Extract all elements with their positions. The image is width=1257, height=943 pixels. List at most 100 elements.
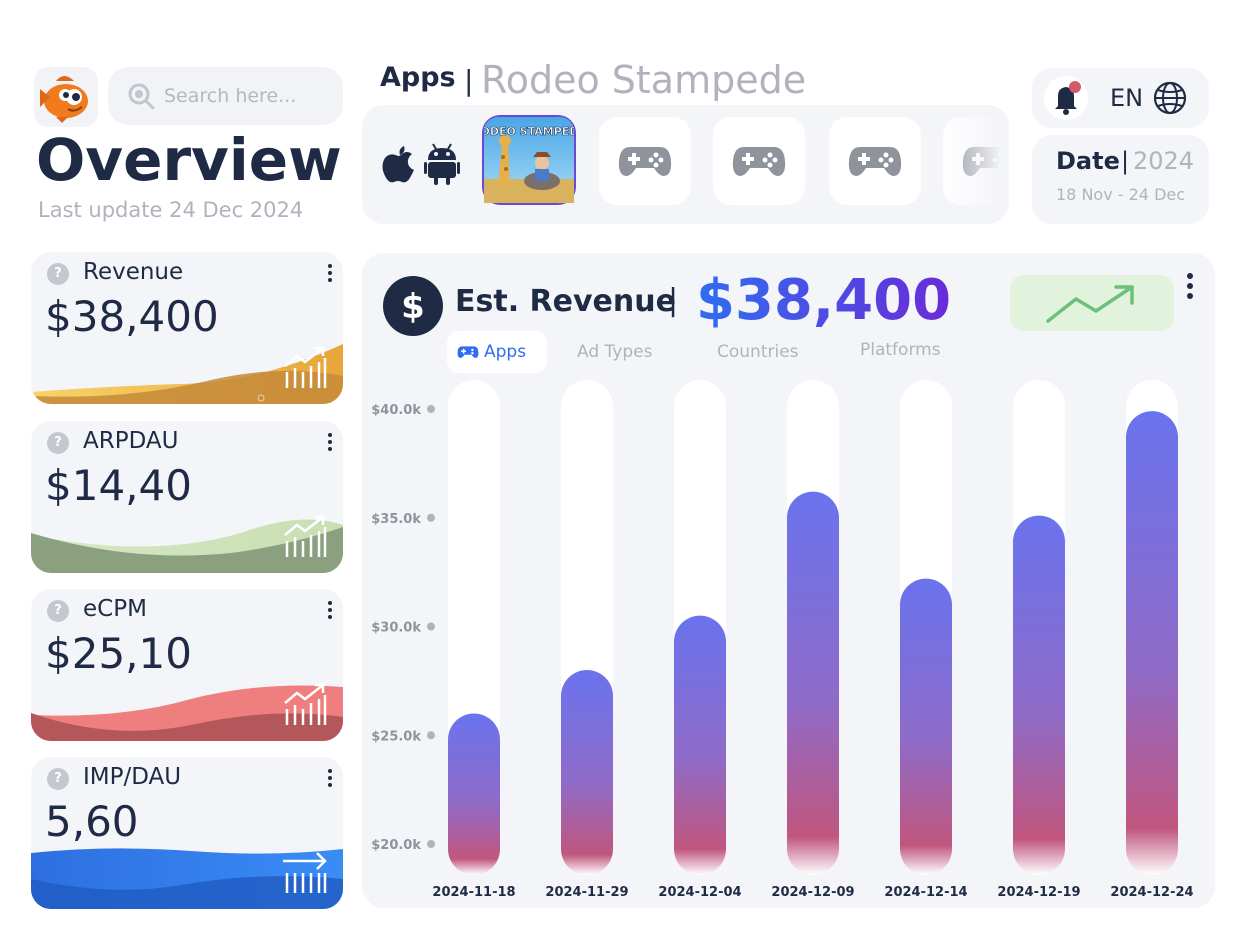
gamepad-icon [848, 147, 902, 176]
android-icon[interactable] [424, 142, 460, 186]
metric-label: ARPDAU [83, 428, 179, 454]
gamepad-icon [618, 147, 672, 176]
metric-label: IMP/DAU [83, 764, 182, 790]
help-icon[interactable]: ? [47, 768, 69, 790]
date-label: Date [1056, 147, 1120, 175]
app-tile-2[interactable] [599, 117, 691, 205]
y-tick-dot [427, 513, 435, 522]
y-tick-label: $30.0k [371, 621, 421, 636]
revenue-value: $38,400 [696, 268, 952, 333]
bar-2024-12-24[interactable] [1126, 411, 1178, 875]
tab-label: Ad Types [577, 342, 653, 362]
gamepad-icon [457, 346, 479, 358]
tab-countries[interactable]: Countries [717, 331, 799, 373]
search-icon [128, 83, 155, 110]
svg-text:$: $ [401, 287, 425, 327]
selected-app-name: Rodeo Stampede [481, 58, 807, 102]
metric-value: $38,400 [45, 292, 219, 341]
metric-value: $14,40 [45, 461, 192, 510]
tab-label: Countries [717, 342, 799, 362]
globe-icon[interactable] [1152, 80, 1188, 116]
kebab-menu-icon[interactable] [327, 431, 333, 453]
page-title: Overview [36, 126, 342, 194]
metric-card-imp-dau[interactable]: ? IMP/DAU 5,60 [31, 757, 343, 909]
apps-label: Apps [380, 62, 456, 93]
metric-card-ecpm[interactable]: ? eCPM $25,10 [31, 589, 343, 741]
y-tick-label: $35.0k [371, 512, 421, 527]
tab-platforms[interactable]: Platforms [860, 329, 941, 371]
app-tile-3[interactable] [713, 117, 805, 205]
y-tick-label: $20.0k [371, 838, 421, 853]
trending-up-icon [1046, 285, 1134, 323]
x-tick-label: 2024-12-24 [1110, 885, 1193, 900]
app-tile-4[interactable] [829, 117, 921, 205]
x-tick-label: 2024-12-19 [997, 885, 1080, 900]
date-year: 2024 [1133, 147, 1195, 175]
strip-fade-overlay [939, 105, 1009, 224]
metric-card-revenue[interactable]: ? Revenue $38,400 [31, 252, 343, 404]
dollar-icon: $ [383, 276, 443, 336]
last-update-text: Last update 24 Dec 2024 [38, 198, 304, 222]
kebab-menu-icon[interactable] [327, 599, 333, 621]
gamepad-icon [732, 147, 786, 176]
y-tick-label: $40.0k [371, 403, 421, 418]
y-tick-label: $25.0k [371, 729, 421, 744]
tab-label: Apps [484, 342, 527, 362]
help-icon[interactable]: ? [47, 263, 69, 285]
x-tick-label: 2024-12-09 [771, 885, 854, 900]
bar-2024-12-19[interactable] [1013, 515, 1065, 875]
bar-2024-12-09[interactable] [787, 491, 839, 875]
metric-card-arpdau[interactable]: ? ARPDAU $14,40 [31, 421, 343, 573]
help-icon[interactable]: ? [47, 600, 69, 622]
date-range: 18 Nov - 24 Dec [1056, 185, 1186, 204]
date-picker[interactable]: Date | 2024 18 Nov - 24 Dec [1032, 135, 1209, 224]
language-box: EN [1032, 68, 1209, 128]
x-tick-label: 2024-12-14 [884, 885, 967, 900]
chart-flat-icon [283, 852, 327, 893]
apple-icon[interactable] [380, 142, 416, 186]
ecpm-wave-graphic [31, 685, 343, 741]
bar-2024-11-18[interactable] [448, 713, 500, 876]
revenue-bar-chart: $40.0k $35.0k $30.0k $25.0k $20.0k 2024-11-1… [371, 380, 1194, 900]
revenue-title: Est. Revenue [455, 284, 676, 319]
tab-ad-types[interactable]: Ad Types [577, 331, 652, 373]
revenue-separator: | [668, 283, 679, 318]
kebab-menu-icon[interactable] [327, 767, 333, 789]
y-tick-dot [427, 405, 435, 413]
search-input[interactable] [162, 84, 336, 108]
trend-indicator[interactable] [1010, 275, 1174, 331]
metric-label: eCPM [83, 596, 147, 622]
chart-growth-icon [284, 515, 327, 557]
x-tick-label: 2024-11-29 [545, 885, 628, 900]
kebab-menu-icon[interactable] [327, 262, 333, 284]
tab-label: Platforms [860, 340, 941, 360]
bell-icon [1055, 81, 1081, 115]
imp-dau-wave-graphic [31, 848, 343, 909]
bar-2024-12-14[interactable] [900, 578, 952, 875]
metric-value: 5,60 [45, 797, 139, 846]
y-tick-dot [427, 840, 435, 848]
y-tick-dot [427, 622, 435, 631]
revenue-wave-graphic [31, 344, 343, 404]
search-box[interactable] [108, 67, 343, 125]
x-tick-label: 2024-12-04 [658, 885, 741, 900]
help-icon[interactable]: ? [47, 432, 69, 454]
chart-growth-icon [284, 346, 327, 388]
language-label[interactable]: EN [1110, 84, 1144, 112]
arpdau-wave-graphic [31, 519, 343, 573]
bar-2024-12-04[interactable] [674, 615, 726, 875]
bar-2024-11-29[interactable] [561, 670, 613, 875]
tab-apps[interactable]: Apps [447, 331, 547, 373]
date-separator: | [1121, 147, 1130, 175]
notification-dot [1069, 81, 1081, 93]
x-tick-label: 2024-11-18 [432, 885, 515, 900]
y-tick-dot [427, 731, 435, 740]
app-logo[interactable] [34, 67, 98, 127]
kebab-menu-icon[interactable] [1186, 272, 1194, 300]
notification-button[interactable] [1044, 76, 1088, 120]
fish-logo-icon [40, 76, 88, 123]
